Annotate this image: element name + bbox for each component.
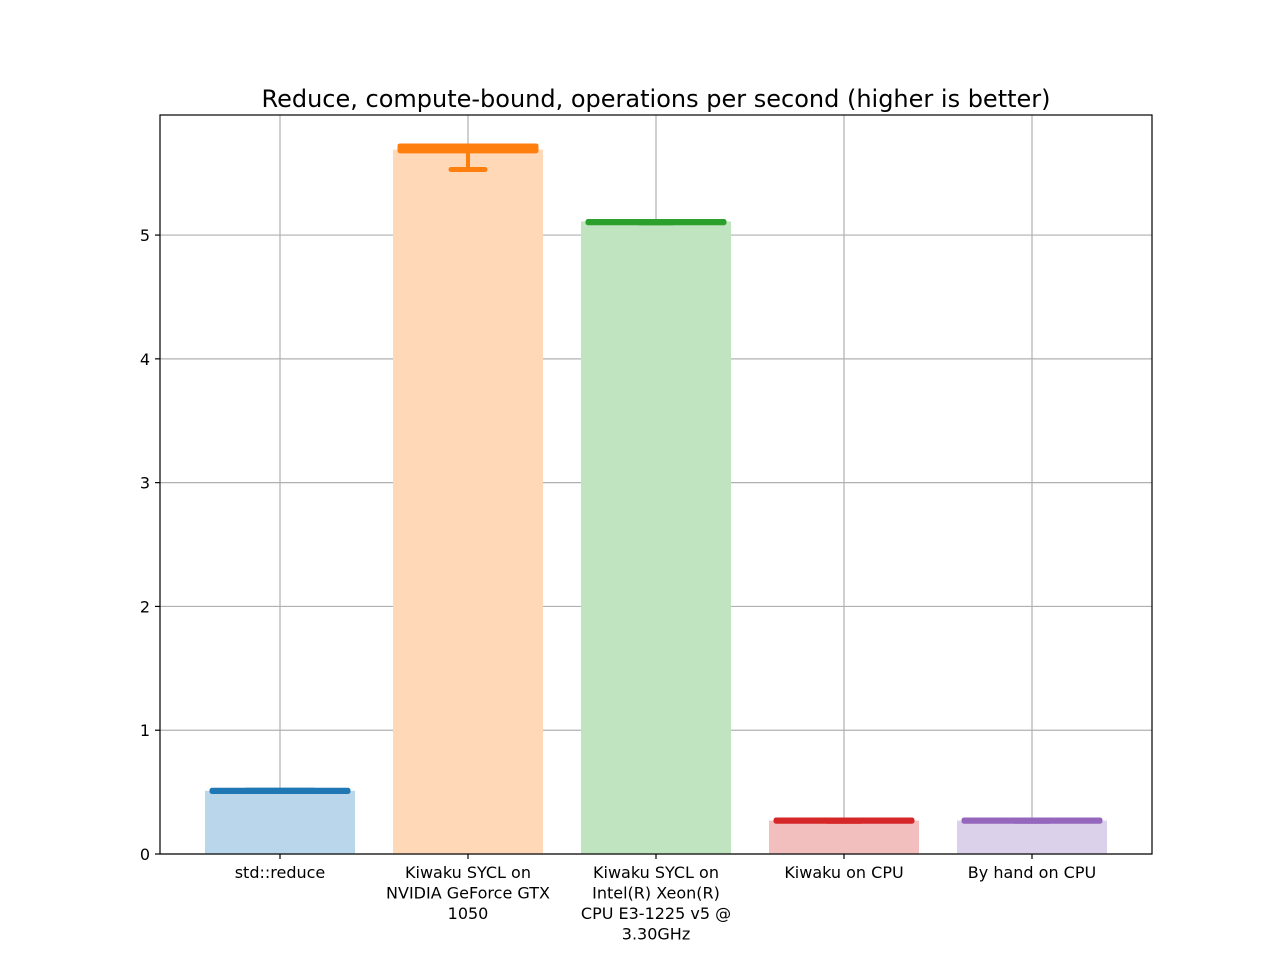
bar: [393, 149, 543, 854]
box: [961, 817, 1103, 824]
x-tick-label: std::reduce: [235, 863, 326, 882]
x-tick-label: By hand on CPU: [968, 863, 1096, 882]
x-tick-label: Kiwaku on CPU: [784, 863, 903, 882]
y-tick-label: 4: [140, 350, 150, 369]
box: [773, 817, 915, 824]
y-tick-label: 2: [140, 597, 150, 616]
x-tick-label: Kiwaku SYCL on Intel(R) Xeon(R) CPU E3-122…: [581, 863, 731, 944]
box: [209, 787, 351, 794]
y-tick-label: 1: [140, 721, 150, 740]
bar: [957, 820, 1107, 854]
box-plot: [209, 787, 351, 794]
x-axis-ticks: std::reduce Kiwaku SYCL on NVIDIA GeForce …: [235, 854, 1096, 944]
chart-title: Reduce, compute-bound, operations per se…: [261, 85, 1050, 113]
box-plot: [961, 817, 1103, 824]
boxes: [209, 143, 1103, 824]
box-plot: [397, 143, 539, 172]
bars: [205, 149, 1107, 854]
y-tick-label: 3: [140, 474, 150, 493]
bar: [581, 221, 731, 854]
box: [397, 143, 539, 154]
bar: [205, 790, 355, 854]
box-plot: [585, 218, 727, 226]
box: [585, 218, 727, 226]
box-plot: [773, 817, 915, 824]
y-axis-ticks: 0 1 2 3 4 5: [140, 226, 160, 864]
x-tick-label: Kiwaku SYCL on NVIDIA GeForce GTX 1050: [386, 863, 550, 923]
y-tick-label: 0: [140, 845, 150, 864]
y-tick-label: 5: [140, 226, 150, 245]
bar: [769, 820, 919, 854]
